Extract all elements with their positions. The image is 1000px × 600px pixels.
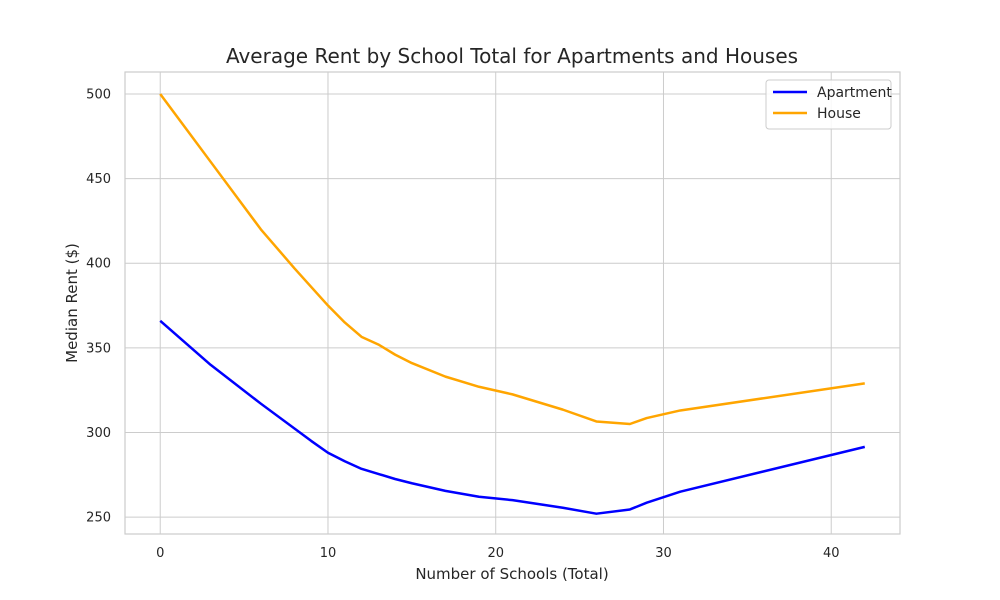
x-tick-label: 40	[823, 546, 840, 561]
x-tick-label: 10	[320, 546, 337, 561]
series-line-house	[159, 93, 865, 426]
x-axis-label: Number of Schools (Total)	[415, 565, 608, 583]
y-tick-label: 450	[86, 172, 111, 187]
series-lines	[159, 93, 866, 515]
y-tick-label: 300	[86, 426, 111, 441]
y-axis-label: Median Rent ($)	[63, 243, 81, 363]
x-tick-label: 20	[487, 546, 504, 561]
y-tick-label: 250	[86, 511, 111, 526]
y-tick-label: 400	[86, 257, 111, 272]
x-tick-labels: 0 10 20 30 40	[156, 546, 839, 561]
y-tick-labels: 250 300 350 400 450 500	[86, 88, 111, 526]
legend: Apartment House	[765, 79, 892, 130]
x-tick-label: 30	[655, 546, 672, 561]
legend-label-apartment: Apartment	[817, 85, 892, 101]
legend-label-house: House	[817, 106, 861, 122]
x-tick-label: 0	[156, 546, 164, 561]
y-tick-label: 350	[86, 341, 111, 356]
plot-area-frame	[124, 71, 901, 535]
y-tick-label: 500	[86, 88, 111, 103]
series-line-apartment	[159, 319, 866, 515]
chart-title: Average Rent by School Total for Apartme…	[226, 44, 798, 68]
